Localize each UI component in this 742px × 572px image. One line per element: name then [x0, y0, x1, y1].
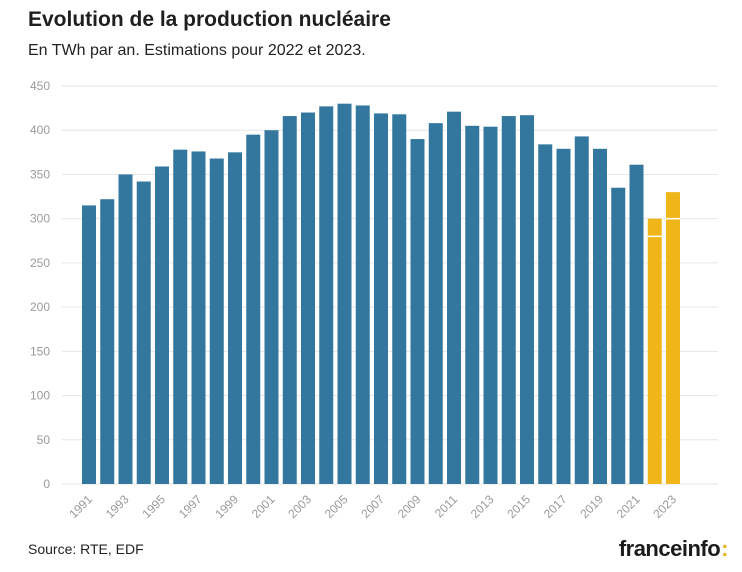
x-tick-label-1999: 1999: [212, 492, 241, 521]
gridlines: [62, 85, 718, 485]
bar-1996: [173, 149, 188, 484]
bar-1998: [209, 158, 224, 484]
x-tick-label-2005: 2005: [322, 492, 351, 521]
bar-2021: [629, 164, 644, 484]
bar-2014: [501, 116, 516, 485]
x-tick-label-2009: 2009: [395, 492, 424, 521]
bar-1994: [136, 181, 151, 484]
y-tick-label-400: 400: [30, 123, 50, 137]
bar-2008: [392, 114, 407, 485]
bar-2020: [611, 187, 626, 484]
y-tick-label-350: 350: [30, 167, 50, 181]
x-tick-label-2021: 2021: [614, 492, 643, 521]
y-tick-label-150: 150: [30, 344, 50, 358]
bar-2005: [337, 103, 352, 484]
x-tick-label-1995: 1995: [139, 492, 168, 521]
bar-2018: [574, 136, 589, 484]
y-axis-labels: 0 50 100 150 200 250 300 350 400 450: [30, 79, 50, 491]
bar-2009: [410, 139, 425, 485]
source-note: Source: RTE, EDF: [28, 541, 144, 557]
bar-2007: [374, 113, 388, 484]
bar-2002: [282, 116, 297, 485]
chart-subtitle: En TWh par an. Estimations pour 2022 et …: [28, 42, 366, 59]
bar-2000: [246, 134, 261, 484]
x-tick-label-1991: 1991: [66, 492, 95, 521]
bar-1992: [100, 199, 115, 484]
bar-1995: [155, 166, 169, 485]
y-tick-label-250: 250: [30, 256, 50, 270]
logo-colon: :: [721, 536, 728, 561]
bar-1991: [82, 205, 96, 484]
bar-2023: [666, 192, 680, 484]
x-tick-label-2015: 2015: [504, 492, 533, 521]
bar-2003: [301, 112, 315, 485]
bar-2016: [538, 144, 553, 484]
bar-2004: [319, 106, 334, 484]
x-tick-label-2017: 2017: [541, 492, 570, 521]
y-tick-label-50: 50: [37, 433, 51, 447]
bar-1999: [228, 152, 242, 485]
bar-1993: [118, 174, 133, 484]
bar-2017: [556, 148, 571, 484]
y-tick-label-450: 450: [30, 79, 50, 93]
x-tick-label-2007: 2007: [358, 492, 387, 521]
bar-2015: [520, 115, 534, 484]
bar-2011: [447, 111, 461, 484]
bar-2013: [483, 126, 498, 484]
logo-text: franceinfo: [618, 536, 721, 561]
x-tick-label-1997: 1997: [176, 492, 205, 521]
bar-2019: [593, 148, 607, 484]
bar-2001: [264, 130, 279, 484]
x-tick-label-2013: 2013: [468, 492, 497, 521]
x-tick-label-2001: 2001: [249, 492, 278, 521]
chart-title: Evolution de la production nucléaire: [28, 8, 391, 31]
franceinfo-logo: franceinfo:: [618, 536, 729, 562]
bar-2022: [647, 218, 662, 484]
y-tick-label-100: 100: [30, 389, 50, 403]
x-axis-labels: 1991 1993 1995 1997 1999 2001 2003 2005 2007 2009…: [66, 492, 679, 521]
x-tick-label-2019: 2019: [577, 492, 606, 521]
bars: [82, 103, 680, 485]
y-tick-label-300: 300: [30, 212, 50, 226]
y-tick-label-200: 200: [30, 300, 50, 314]
x-tick-label-2003: 2003: [285, 492, 314, 521]
x-tick-label-1993: 1993: [103, 492, 132, 521]
bar-2010: [428, 123, 443, 484]
bar-1997: [191, 151, 206, 484]
bar-2012: [465, 125, 480, 485]
x-tick-label-2011: 2011: [432, 492, 460, 520]
x-tick-label-2023: 2023: [650, 492, 679, 521]
bar-2006: [355, 105, 370, 485]
y-tick-label-0: 0: [43, 477, 50, 491]
